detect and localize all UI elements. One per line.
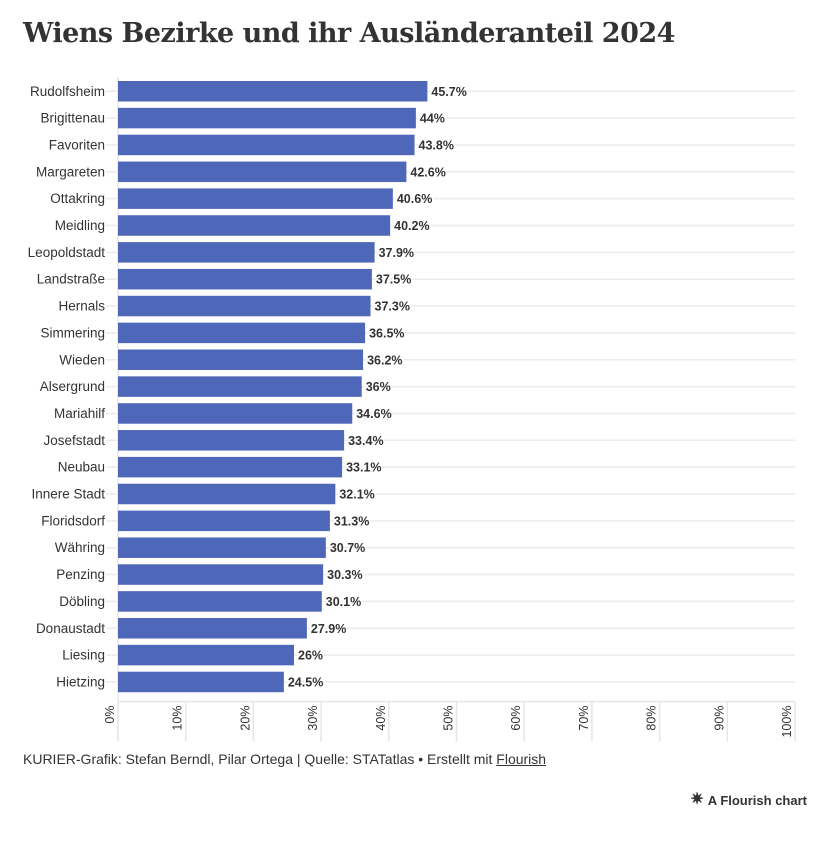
x-tick-label: 50% xyxy=(442,706,456,731)
category-label: Donaustadt xyxy=(36,621,105,636)
value-label: 31.3% xyxy=(334,514,369,528)
bar[interactable] xyxy=(118,161,407,183)
x-tick-label: 70% xyxy=(577,706,591,731)
value-label: 24.5% xyxy=(288,675,323,689)
bar[interactable] xyxy=(118,564,324,585)
category-label: Meidling xyxy=(55,218,105,233)
bar[interactable] xyxy=(118,81,428,102)
bar[interactable] xyxy=(118,618,307,639)
bar[interactable] xyxy=(118,403,353,424)
value-label: 30.7% xyxy=(330,541,365,555)
value-label: 34.6% xyxy=(356,407,391,421)
value-label: 40.2% xyxy=(394,219,429,233)
category-label: Mariahilf xyxy=(54,406,105,421)
bar[interactable] xyxy=(118,107,416,129)
category-label: Hernals xyxy=(58,299,105,314)
category-label: Favoriten xyxy=(49,137,105,152)
category-label: Josefstadt xyxy=(43,433,105,448)
value-label: 33.1% xyxy=(346,461,381,475)
x-tick-label: 100% xyxy=(780,706,794,738)
bar[interactable] xyxy=(118,376,362,397)
value-label: 36.5% xyxy=(369,326,404,340)
value-label: 36.2% xyxy=(367,353,402,367)
footer-credit: KURIER-Grafik: Stefan Berndl, Pilar Orte… xyxy=(23,751,546,767)
value-label: 30.1% xyxy=(326,595,361,609)
value-label: 45.7% xyxy=(431,85,466,99)
x-axis: 0% 10% 20% 30% 40% 50% 60% 70% 80% 90% 100% xyxy=(103,700,796,742)
bar[interactable] xyxy=(118,671,284,693)
x-tick-label: 40% xyxy=(374,706,388,731)
x-tick-label: 90% xyxy=(712,706,726,731)
bar[interactable] xyxy=(118,430,345,451)
x-tick-label: 60% xyxy=(509,706,523,731)
category-label: Simmering xyxy=(40,325,105,340)
category-label: Döbling xyxy=(59,594,105,609)
value-label: 26% xyxy=(298,649,323,663)
bar[interactable] xyxy=(118,242,375,263)
bars xyxy=(118,81,428,693)
bar[interactable] xyxy=(118,268,372,290)
bar[interactable] xyxy=(118,591,322,612)
category-label: Ottakring xyxy=(50,191,105,206)
category-label: Floridsdorf xyxy=(41,513,105,528)
flourish-star-icon: ✷ xyxy=(690,791,704,808)
value-label: 36% xyxy=(366,380,391,394)
value-label: 30.3% xyxy=(327,568,362,582)
category-label: Margareten xyxy=(36,164,105,179)
bar[interactable] xyxy=(118,483,336,505)
bar[interactable] xyxy=(118,322,366,344)
category-label: Penzing xyxy=(56,567,105,582)
value-label: 37.9% xyxy=(379,246,414,260)
x-tick-label: 10% xyxy=(171,706,185,731)
flourish-badge[interactable]: ✷ A Flourish chart xyxy=(690,792,807,808)
bar[interactable] xyxy=(118,188,393,209)
category-label: Brigittenau xyxy=(40,111,105,126)
value-label: 44% xyxy=(420,112,445,126)
bar[interactable] xyxy=(118,510,330,532)
value-label: 40.6% xyxy=(397,192,432,206)
value-label: 37.5% xyxy=(376,273,411,287)
chart-title: Wiens Bezirke und ihr Ausländeranteil 20… xyxy=(23,18,675,49)
bar[interactable] xyxy=(118,644,295,666)
category-label: Rudolfsheim xyxy=(30,84,105,99)
flourish-link[interactable]: Flourish xyxy=(496,751,547,767)
category-label: Liesing xyxy=(62,648,105,663)
x-tick-label: 20% xyxy=(238,706,252,731)
value-label: 33.4% xyxy=(348,434,383,448)
bar[interactable] xyxy=(118,215,391,236)
bar-chart: Rudolfsheim 45.7% Brigittenau 44% Favoriten 4… xyxy=(28,77,796,742)
value-label: 42.6% xyxy=(410,165,445,179)
value-label: 37.3% xyxy=(375,300,410,314)
category-label: Hietzing xyxy=(56,674,105,689)
category-label: Leopoldstadt xyxy=(28,245,106,260)
value-label: 32.1% xyxy=(339,488,374,502)
credit-text: KURIER-Grafik: Stefan Berndl, Pilar Orte… xyxy=(23,751,497,767)
value-label: 27.9% xyxy=(311,622,346,636)
category-label: Innere Stadt xyxy=(31,487,105,502)
category-label: Landstraße xyxy=(37,272,105,287)
badge-label: A Flourish chart xyxy=(707,792,807,808)
x-tick-label: 80% xyxy=(645,706,659,731)
bar[interactable] xyxy=(118,456,343,478)
category-label: Währing xyxy=(55,540,105,555)
x-tick-label: 30% xyxy=(306,706,320,731)
bar[interactable] xyxy=(118,134,415,156)
category-label: Wieden xyxy=(59,352,105,367)
value-label: 43.8% xyxy=(419,138,454,152)
labels: Rudolfsheim 45.7% Brigittenau 44% Favoriten 4… xyxy=(28,83,469,691)
bar[interactable] xyxy=(118,295,371,317)
bar[interactable] xyxy=(118,349,364,371)
x-tick-label: 0% xyxy=(103,706,117,724)
bar[interactable] xyxy=(118,537,326,558)
category-label: Alsergrund xyxy=(40,379,105,394)
category-label: Neubau xyxy=(58,460,105,475)
